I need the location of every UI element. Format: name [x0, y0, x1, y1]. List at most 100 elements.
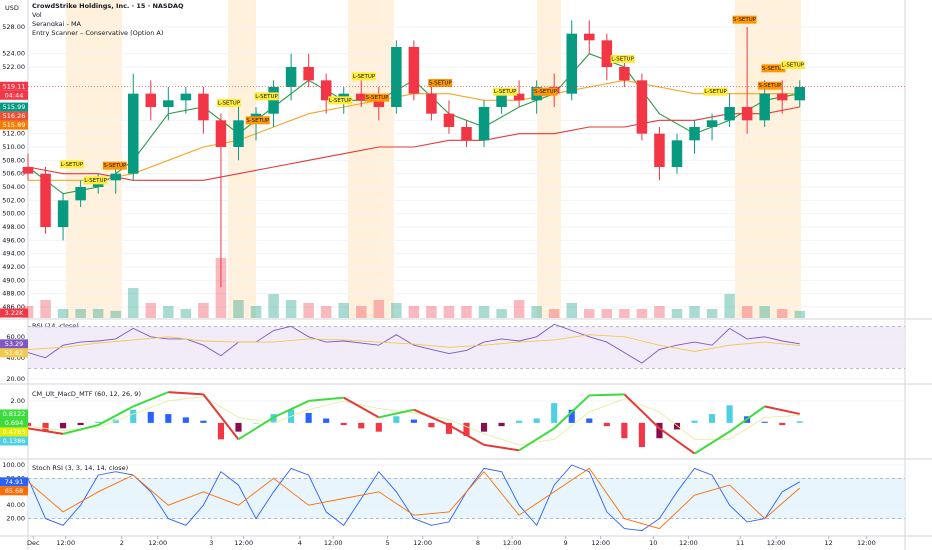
candle-body — [619, 67, 630, 81]
band — [28, 478, 905, 519]
volume-bar — [338, 303, 349, 318]
histogram-bar — [147, 411, 154, 423]
x-tick-label: 5 — [385, 539, 389, 547]
price-tag: 519.11 — [0, 81, 28, 91]
volume-bar — [619, 309, 630, 318]
value-tag: 51.62 — [0, 348, 28, 358]
y-tick-label: 20.00 — [6, 515, 25, 523]
y-tick-label: 2.00 — [11, 397, 25, 405]
candle-body — [233, 120, 244, 147]
tag-label: 0.694 — [5, 419, 24, 427]
session-highlights — [66, 0, 801, 318]
volume-bar — [320, 306, 332, 318]
macd-line — [729, 405, 766, 433]
volume-bar — [531, 306, 542, 318]
candle-body — [22, 167, 34, 174]
volume-bar — [461, 306, 472, 318]
candle-body — [461, 127, 472, 141]
candle-body — [794, 87, 806, 101]
macd-line — [27, 427, 64, 435]
panel-title: RSI (14, close) — [32, 322, 79, 330]
y-tick-label: 502.00 — [2, 196, 25, 204]
highlight — [537, 0, 561, 318]
y-tick-label: 498.00 — [2, 223, 25, 231]
macd-line — [483, 443, 520, 452]
volume-bar — [233, 300, 244, 318]
volume-bar — [706, 309, 718, 318]
candle-body — [373, 100, 385, 107]
volume-bar — [127, 288, 139, 318]
histogram-bar — [656, 422, 663, 439]
candle-body — [759, 93, 770, 121]
histogram-bar — [60, 422, 67, 429]
volume-tag: 3.22K — [0, 308, 28, 318]
y-tick-label: 488.00 — [2, 290, 25, 298]
macd-line — [623, 393, 661, 430]
tag-label: 0.1386 — [3, 437, 26, 445]
setup-label-box — [732, 15, 757, 24]
tag-box — [0, 477, 28, 487]
tag-box — [0, 486, 28, 496]
volume-bar — [689, 306, 700, 318]
price-tag: 515.99 — [0, 102, 28, 112]
setup-label: S-SETUP — [365, 95, 389, 101]
tag-box — [0, 348, 28, 358]
x-tick-label: 9 — [564, 539, 568, 547]
volume-bar — [724, 294, 735, 318]
y-tick-label: 40.00 — [6, 501, 25, 509]
macd-line — [62, 424, 99, 435]
setup-label: L-SETUP — [255, 94, 278, 100]
legend-item: Serangkai - MA — [32, 20, 82, 28]
value-tag: 53.29 — [0, 339, 28, 349]
histogram-bar — [586, 418, 593, 423]
candle-body — [303, 67, 314, 81]
volume-bar — [145, 303, 157, 318]
setup-label-box — [328, 96, 353, 105]
tag-label: 51.62 — [5, 349, 24, 357]
y-tick-label: 510.00 — [2, 143, 25, 151]
value-tag: 0.694 — [0, 418, 28, 428]
tag-box — [0, 90, 28, 100]
y-tick-label: 524.00 — [2, 50, 25, 58]
candle-body — [355, 93, 367, 101]
volume-bar — [373, 300, 385, 318]
volume-bar — [794, 310, 806, 318]
volume-bar — [250, 306, 262, 318]
volume-bar — [215, 258, 227, 318]
volume-bar — [40, 300, 51, 318]
histogram-bar — [393, 416, 400, 423]
volume-bar — [408, 306, 420, 318]
setup-label: L-SETUP — [218, 101, 241, 107]
macd-line — [273, 400, 310, 419]
x-tick-label: 11 — [736, 539, 744, 547]
histogram-bar — [726, 405, 733, 423]
volume-bar — [110, 310, 121, 318]
setup-label-box — [102, 161, 127, 170]
highlight — [66, 0, 122, 318]
macd-line — [553, 394, 590, 430]
volume-bar — [303, 303, 314, 318]
volume-bar — [443, 306, 455, 318]
histogram-bar — [445, 422, 453, 434]
histogram-bar — [533, 418, 540, 423]
volume-bar — [671, 309, 683, 318]
setup-label-box — [428, 79, 453, 87]
volume-bar — [636, 309, 648, 318]
tag-label: 65.68 — [5, 487, 24, 495]
setup-label: S-SETUP — [429, 81, 453, 87]
indicator-line — [27, 334, 800, 352]
tag-box — [0, 418, 28, 428]
setup-label: S-SETUP — [534, 89, 558, 95]
volume-bar — [75, 309, 86, 318]
tag-label: 519.11 — [3, 82, 26, 90]
candle-body — [776, 93, 788, 101]
chart-title: CrowdStrike Holdings, Inc. · 15 · NASDAQ — [32, 2, 184, 10]
volume-bar — [601, 309, 613, 318]
macd-line — [413, 408, 450, 426]
histogram-bar — [358, 422, 365, 429]
y-tick-label: 522.00 — [2, 63, 25, 71]
macd-line — [343, 396, 380, 419]
tag-box — [0, 120, 28, 130]
